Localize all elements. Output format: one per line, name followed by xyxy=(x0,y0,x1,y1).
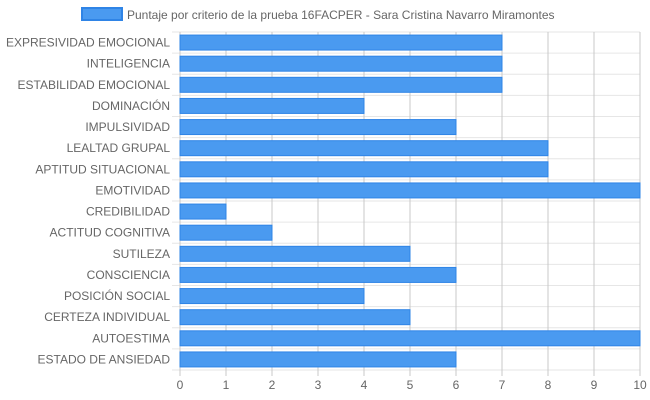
x-axis-ticks: 0 1 2 3 4 5 6 7 8 9 10 xyxy=(177,378,647,392)
chart-bars xyxy=(179,34,641,368)
legend-swatch[interactable] xyxy=(81,7,123,21)
bar[interactable] xyxy=(179,161,549,178)
bar[interactable] xyxy=(179,309,411,326)
bar[interactable] xyxy=(179,203,227,220)
bar[interactable] xyxy=(179,351,457,368)
category-label: LEALTAD GRUPAL xyxy=(67,141,171,155)
x-tick-label: 4 xyxy=(361,378,368,392)
chart-legend[interactable]: Puntaje por criterio de la prueba 16FACP… xyxy=(81,7,555,22)
bar[interactable] xyxy=(179,266,457,283)
bar[interactable] xyxy=(179,119,457,136)
category-label: INTELIGENCIA xyxy=(87,57,170,71)
legend-label[interactable]: Puntaje por criterio de la prueba 16FACP… xyxy=(127,8,555,22)
category-label: CONSCIENCIA xyxy=(87,268,170,282)
bar[interactable] xyxy=(179,97,365,114)
category-label: CERTEZA INDIVIDUAL xyxy=(44,310,170,324)
bar[interactable] xyxy=(179,330,641,347)
bar[interactable] xyxy=(179,182,641,199)
category-label: EMOTIVIDAD xyxy=(95,183,170,197)
category-label: AUTOESTIMA xyxy=(92,331,170,345)
bar[interactable] xyxy=(179,34,503,51)
category-label: IMPULSIVIDAD xyxy=(85,120,170,134)
category-label: EXPRESIVIDAD EMOCIONAL xyxy=(6,36,170,50)
category-label: ESTADO DE ANSIEDAD xyxy=(38,352,171,366)
bar[interactable] xyxy=(179,55,503,72)
category-label: SUTILEZA xyxy=(113,247,170,261)
x-tick-label: 10 xyxy=(633,378,647,392)
x-tick-label: 3 xyxy=(315,378,322,392)
x-tick-label: 5 xyxy=(407,378,414,392)
x-tick-label: 9 xyxy=(591,378,598,392)
category-label: CREDIBILIDAD xyxy=(86,205,170,219)
category-label: ACTITUD COGNITIVA xyxy=(50,226,170,240)
category-label: DOMINACIÓN xyxy=(92,98,170,113)
bar[interactable] xyxy=(179,288,365,305)
category-label: ESTABILIDAD EMOCIONAL xyxy=(18,78,171,92)
x-tick-label: 0 xyxy=(177,378,184,392)
bar[interactable] xyxy=(179,140,549,157)
category-label: APTITUD SITUACIONAL xyxy=(35,162,170,176)
x-tick-label: 8 xyxy=(545,378,552,392)
bar[interactable] xyxy=(179,245,411,262)
category-labels: EXPRESIVIDAD EMOCIONAL INTELIGENCIA ESTABI… xyxy=(6,36,170,367)
bar[interactable] xyxy=(179,224,273,241)
x-tick-label: 7 xyxy=(499,378,506,392)
x-tick-label: 1 xyxy=(223,378,230,392)
x-tick-label: 2 xyxy=(269,378,276,392)
category-label: POSICIÓN SOCIAL xyxy=(64,288,170,303)
bar[interactable] xyxy=(179,76,503,93)
x-tick-label: 6 xyxy=(453,378,460,392)
